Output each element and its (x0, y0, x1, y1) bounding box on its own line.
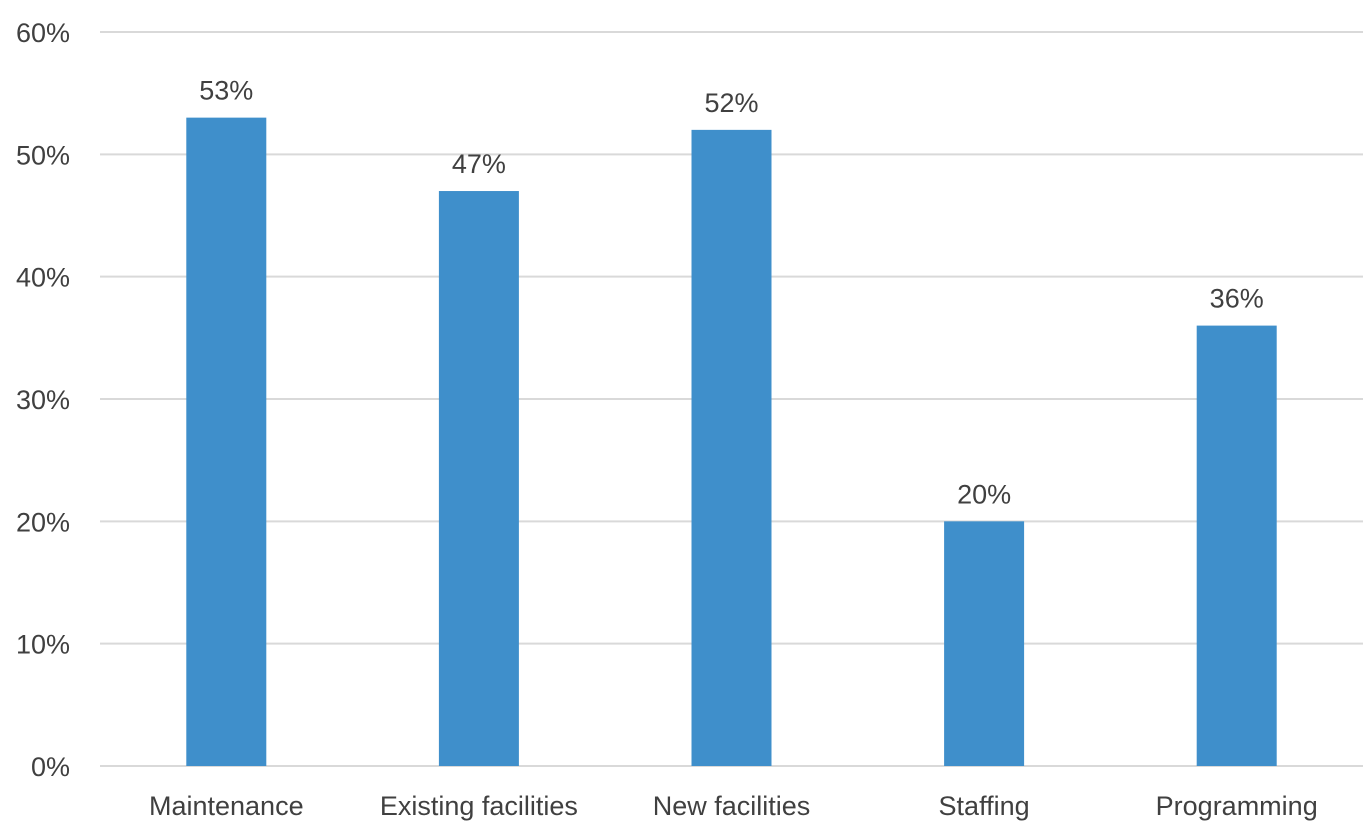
x-tick-label: Staffing (939, 791, 1030, 821)
y-tick-label: 10% (16, 630, 70, 660)
bar-staffing (944, 521, 1025, 766)
bar-programming (1196, 325, 1277, 766)
y-tick-label: 50% (16, 140, 70, 170)
bar-existing-facilities (438, 191, 519, 767)
bars (186, 117, 1277, 767)
y-tick-label: 20% (16, 507, 70, 537)
data-label: 52% (704, 88, 758, 118)
x-tick-label: New facilities (653, 791, 811, 821)
y-tick-label: 30% (16, 385, 70, 415)
data-labels: 53% 47% 52% 20% 36% (199, 76, 1263, 510)
y-tick-label: 40% (16, 263, 70, 293)
y-axis-ticks: 0% 10% 20% 30% 40% 50% 60% (16, 18, 70, 782)
x-tick-label: Maintenance (149, 791, 304, 821)
bar-maintenance (186, 117, 267, 767)
data-label: 53% (199, 76, 253, 106)
data-label: 36% (1210, 284, 1264, 314)
x-tick-label: Programming (1156, 791, 1318, 821)
y-tick-label: 60% (16, 18, 70, 48)
x-axis-ticks: Maintenance Existing facilities New facili… (149, 791, 1318, 821)
y-tick-label: 0% (31, 752, 70, 782)
data-label: 20% (957, 479, 1011, 509)
bar-new-facilities (691, 129, 772, 766)
data-label: 47% (452, 149, 506, 179)
x-tick-label: Existing facilities (380, 791, 578, 821)
